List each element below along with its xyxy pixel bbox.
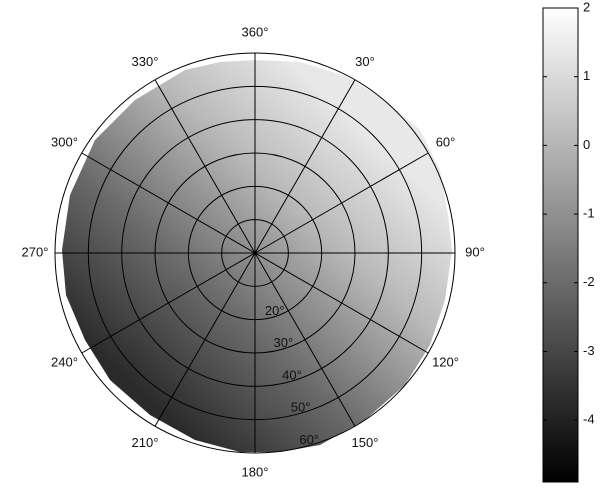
spoke xyxy=(154,252,256,427)
theta-tick-label: 30° xyxy=(355,54,375,69)
colorbar-tick-label: -3 xyxy=(583,343,595,358)
spoke xyxy=(81,152,256,254)
theta-tick-label: 270° xyxy=(22,244,49,259)
colorbar-tick-label: 0 xyxy=(583,137,590,152)
colorbar-tick-label: 1 xyxy=(583,68,590,83)
spoke xyxy=(81,252,256,354)
theta-tick-label: 120° xyxy=(432,354,459,369)
theta-tick-label: 300° xyxy=(51,134,78,149)
r-tick-label: 30° xyxy=(273,335,293,350)
theta-tick-label: 180° xyxy=(242,464,269,479)
spoke xyxy=(254,252,356,427)
r-tick-label: 40° xyxy=(282,367,302,382)
theta-tick-label: 60° xyxy=(436,134,456,149)
theta-tick-label: 210° xyxy=(132,435,159,450)
spoke xyxy=(154,79,256,254)
theta-tick-label: 240° xyxy=(51,354,78,369)
colorbar xyxy=(542,7,579,483)
spoke xyxy=(254,252,429,354)
theta-tick-label: 150° xyxy=(352,435,379,450)
colorbar-tick-label: -1 xyxy=(583,206,595,221)
theta-tick-label: 90° xyxy=(465,244,485,259)
r-tick-label: 50° xyxy=(291,400,311,415)
theta-tick-label: 360° xyxy=(242,24,269,39)
spoke xyxy=(254,152,429,254)
spoke xyxy=(254,79,356,254)
theta-tick-label: 330° xyxy=(132,54,159,69)
r-tick-label: 60° xyxy=(299,432,319,447)
r-tick-label: 20° xyxy=(265,303,285,318)
colorbar-tick-label: 2 xyxy=(583,0,590,14)
colorbar-tick-label: -4 xyxy=(583,412,595,427)
colorbar-tick-label: -2 xyxy=(583,274,595,289)
